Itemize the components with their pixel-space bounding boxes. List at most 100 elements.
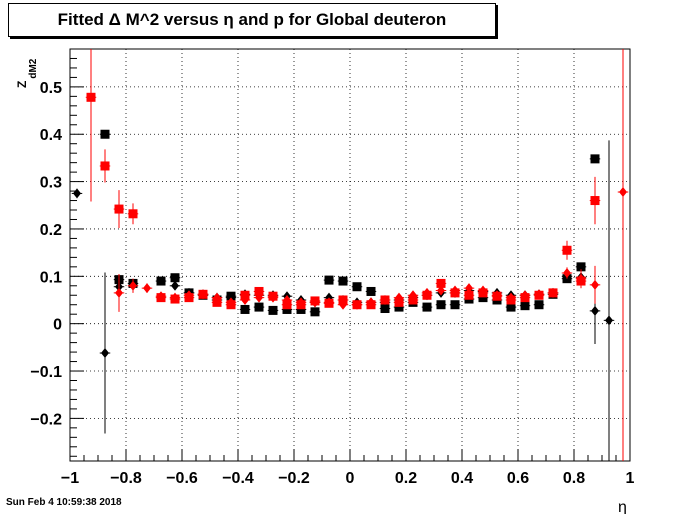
data-point-square [324,275,334,285]
data-point-square [366,300,376,310]
y-axis-title-main: Z [15,81,29,88]
data-point-square [590,154,600,164]
data-point-square [436,300,446,310]
series-2 [113,49,629,461]
data-point-square [478,288,488,298]
axes: −1 −0.8 −0.6 −0.4 −0.2 0 0.2 0.4 0.6 0.8 1 −0.2 −0.1… [30,48,635,487]
data-point-diamond [101,348,109,359]
chart-title: Fitted Δ M^2 versus η and p for Global d… [57,10,447,29]
data-point-square [394,297,404,307]
y-tick-label: 0.2 [40,222,62,239]
data-point-square [156,276,166,286]
grid-lines [70,49,630,461]
data-point-square [198,289,208,299]
y-tick-label: 0.3 [40,175,62,192]
x-tick-label: 0.4 [451,470,473,487]
data-point-square [450,288,460,298]
data-point-square [380,304,390,314]
data-point-square [268,305,278,315]
x-tick-label: −0.6 [166,470,198,487]
data-point-diamond [591,305,599,316]
data-point-square [100,129,110,139]
data-point-square [282,304,292,314]
data-point-square [114,204,124,214]
data-point-square [422,302,432,312]
data-point-diamond [171,280,179,291]
data-point-square [324,298,334,308]
y-tick-label: −0.1 [30,364,62,381]
data-point-square [212,297,222,307]
data-points [71,49,629,461]
y-axis-title: ZdM2 [15,58,39,88]
data-point-diamond [143,283,151,294]
data-point-square [520,301,530,311]
data-point-diamond [115,287,123,298]
x-tick-label: 0 [346,470,355,487]
data-point-square [170,273,180,283]
data-point-diamond [465,283,473,294]
data-point-square [268,291,278,301]
data-point-square [240,290,250,300]
data-point-square [226,300,236,310]
series-3 [85,49,601,310]
data-point-diamond [591,279,599,290]
data-point-square [464,290,474,300]
data-point-square [436,278,446,288]
x-tick-label: −1 [61,470,79,487]
data-point-diamond [73,188,81,199]
data-point-square [128,209,138,219]
data-point-square [422,290,432,300]
data-point-square [254,286,264,296]
y-axis-title-sub: dM2 [28,58,39,78]
x-tick-label: −0.8 [110,470,142,487]
data-point-square [590,196,600,206]
x-tick-label: 0.6 [507,470,529,487]
data-point-square [100,161,110,171]
y-tick-label: 0 [53,317,62,334]
data-point-square [366,286,376,296]
data-point-diamond [563,267,571,278]
data-point-square [478,293,488,303]
data-point-square [156,293,166,303]
data-point-square [170,294,180,304]
data-point-diamond [437,285,445,296]
data-point-square [296,300,306,310]
data-point-square [492,291,502,301]
data-point-square [520,293,530,303]
data-point-square [86,92,96,102]
plot-frame [69,48,631,462]
x-tick-label: 1 [626,470,635,487]
data-point-diamond [619,187,627,198]
data-point-square [184,293,194,303]
data-point-square [534,290,544,300]
data-point-square [310,307,320,317]
data-point-square [226,291,236,301]
x-tick-label: −0.2 [278,470,310,487]
data-point-square [352,282,362,292]
data-point-square [240,304,250,314]
data-point-square [296,304,306,314]
data-point-square [506,302,516,312]
data-point-square [282,300,292,310]
data-point-square [394,302,404,312]
x-axis-title: η [618,499,627,514]
data-point-square [380,295,390,305]
chart-title-box: Fitted Δ M^2 versus η and p for Global d… [8,3,496,37]
data-point-square [576,276,586,286]
timestamp-footer: Sun Feb 4 10:59:38 2018 [6,497,122,508]
data-point-diamond [605,315,613,326]
data-point-square [548,288,558,298]
data-point-square [338,295,348,305]
data-point-square [450,300,460,310]
x-tick-label: −0.4 [222,470,254,487]
data-point-square [534,300,544,310]
data-point-square [562,245,572,255]
x-tick-label: 0.2 [395,470,417,487]
data-point-diamond [129,280,137,291]
data-point-square [506,295,516,305]
data-point-square [254,302,264,312]
y-tick-label: 0.4 [40,127,62,144]
data-point-square [576,262,586,272]
data-point-square [408,295,418,305]
